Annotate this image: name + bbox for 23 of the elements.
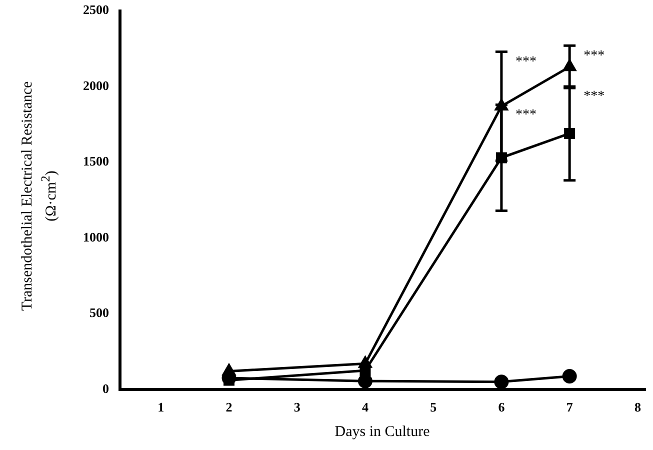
point [222, 364, 236, 376]
annotation: *** [584, 89, 605, 104]
point [562, 368, 577, 384]
annotation: *** [515, 54, 536, 70]
x-tick-label: 4 [362, 400, 369, 415]
y-tick-label: 1500 [83, 154, 109, 169]
annotation: *** [515, 107, 536, 122]
x-tick-label: 8 [634, 400, 642, 415]
x-tick-label: 3 [294, 400, 301, 415]
x-axis-title: Days in Culture [334, 424, 430, 440]
point [494, 374, 509, 390]
y-tick-label: 1000 [83, 229, 109, 244]
x-tick-label: 2 [226, 400, 232, 415]
y-tick-label: 500 [90, 305, 109, 320]
y-tick-label: 2500 [83, 2, 109, 18]
y-tick-label: 0 [102, 380, 109, 396]
point [358, 356, 372, 368]
x-tick-label: 6 [498, 400, 506, 415]
y-tick-label: 2000 [83, 78, 109, 93]
annotation: *** [584, 48, 605, 64]
x-tick-label: 7 [566, 400, 574, 415]
x-tick-label: 5 [430, 400, 438, 415]
x-tick-label: 1 [158, 400, 164, 415]
